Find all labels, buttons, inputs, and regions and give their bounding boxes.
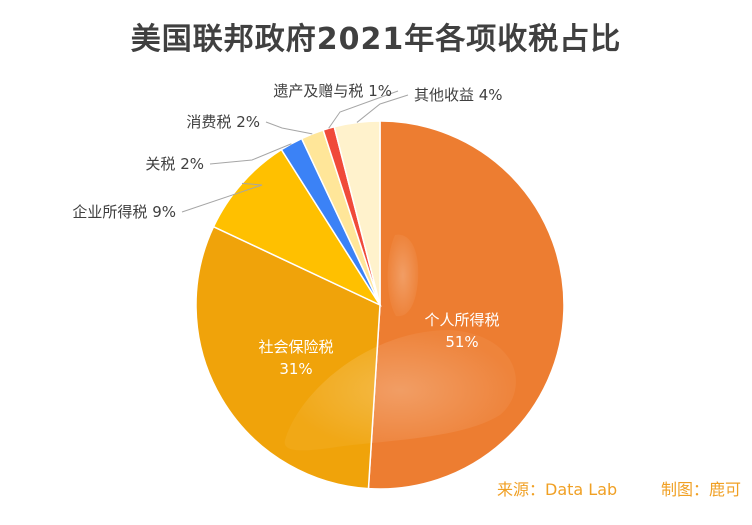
data-label-value-社会保险税: 31% [279, 360, 312, 378]
data-label-关税: 关税 2% [145, 155, 204, 173]
data-label-name-个人所得税: 个人所得税 [424, 311, 499, 329]
pie-highlight [284, 234, 516, 451]
credit-note: 制图：鹿可 [661, 480, 742, 499]
data-label-消费税: 消费税 2% [186, 113, 260, 131]
data-label-value-个人所得税: 51% [445, 333, 478, 351]
data-label-其他收益: 其他收益 4% [414, 86, 503, 104]
data-label-企业所得税: 企业所得税 9% [72, 203, 176, 221]
highlight-shape [387, 234, 419, 317]
leader-line-关税 [209, 143, 292, 165]
leader-line-企业所得税 [181, 182, 263, 213]
highlight-shape [284, 330, 516, 451]
chart-title: 美国联邦政府2021年各项收税占比 [130, 22, 622, 57]
leader-lines [181, 90, 409, 213]
data-label-name-社会保险税: 社会保险税 [258, 338, 333, 356]
source-note: 来源：Data Lab [497, 480, 618, 499]
data-label-遗产及赠与税: 遗产及赠与税 1% [273, 82, 392, 100]
leader-line-遗产及赠与税 [328, 90, 399, 129]
leader-line-消费税 [265, 121, 313, 135]
slice-labels: 企业所得税 9% 关税 2% 消费税 2% 遗产及赠与税 1% 其他收益 4% 个人所得税… [72, 82, 502, 378]
pie-slice-其他收益 [333, 120, 381, 306]
leader-line-其他收益 [356, 94, 409, 123]
